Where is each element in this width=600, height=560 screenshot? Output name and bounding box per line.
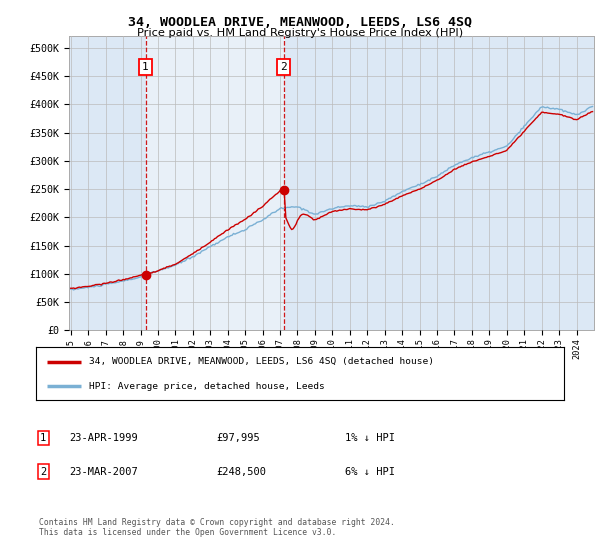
Text: 2: 2	[40, 466, 46, 477]
Text: 34, WOODLEA DRIVE, MEANWOOD, LEEDS, LS6 4SQ (detached house): 34, WOODLEA DRIVE, MEANWOOD, LEEDS, LS6 …	[89, 357, 434, 366]
Text: £97,995: £97,995	[216, 433, 260, 443]
Text: 23-APR-1999: 23-APR-1999	[69, 433, 138, 443]
Text: 1: 1	[142, 62, 149, 72]
Bar	[146, 36, 284, 330]
Text: £248,500: £248,500	[216, 466, 266, 477]
Text: HPI: Average price, detached house, Leeds: HPI: Average price, detached house, Leed…	[89, 381, 325, 390]
Text: Contains HM Land Registry data © Crown copyright and database right 2024.
This d: Contains HM Land Registry data © Crown c…	[39, 518, 395, 538]
Text: 23-MAR-2007: 23-MAR-2007	[69, 466, 138, 477]
Text: 1: 1	[40, 433, 46, 443]
Text: 1% ↓ HPI: 1% ↓ HPI	[345, 433, 395, 443]
Text: 34, WOODLEA DRIVE, MEANWOOD, LEEDS, LS6 4SQ: 34, WOODLEA DRIVE, MEANWOOD, LEEDS, LS6 …	[128, 16, 472, 29]
Text: Price paid vs. HM Land Registry's House Price Index (HPI): Price paid vs. HM Land Registry's House …	[137, 28, 463, 38]
Text: 2: 2	[280, 62, 287, 72]
Text: 6% ↓ HPI: 6% ↓ HPI	[345, 466, 395, 477]
